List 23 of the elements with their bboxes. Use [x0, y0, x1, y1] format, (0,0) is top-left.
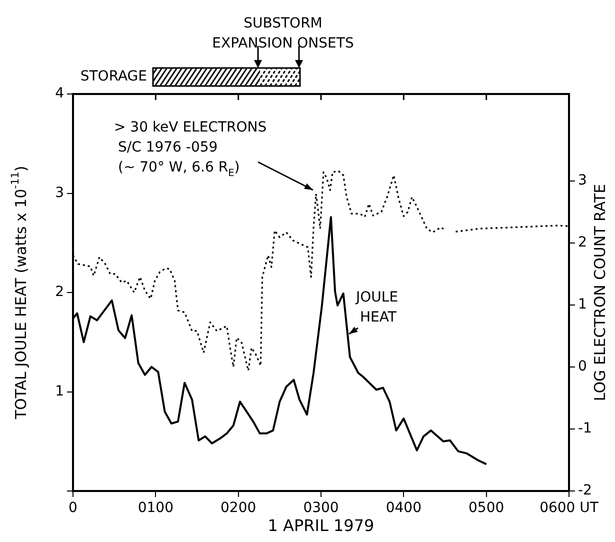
y2-axis-title: LOG ELECTRON COUNT RATE — [590, 184, 609, 402]
y2-tick-label: 3 — [578, 172, 587, 188]
y2-tick-label: 1 — [578, 296, 587, 313]
x-axis-title: 1 APRIL 1979 — [268, 516, 374, 536]
y2-tick-label: -2 — [578, 482, 592, 499]
x-tick-label: 0 — [68, 500, 78, 516]
text: SUBSTORM EXPANSION ONSETS — [212, 16, 354, 52]
y2-tick-label: -1 — [578, 420, 592, 437]
y-axis-title: TOTAL JOULE HEAT (watts x 10-11) — [10, 166, 30, 420]
y-tick-label: 4 — [55, 86, 64, 102]
x-tick-label: 0400 — [386, 500, 422, 516]
y-tick-label: 3 — [55, 184, 64, 201]
y2-tick-label: 0 — [578, 358, 587, 375]
series-label: JOULE HEAT — [355, 290, 398, 326]
y-tick-label: 2 — [55, 284, 64, 300]
y-tick-label: 1 — [55, 383, 64, 400]
text: STORAGE — [80, 68, 148, 85]
x-tick-label: 0300 — [303, 500, 339, 516]
y2-tick-label: 2 — [578, 234, 587, 251]
x-tick-label: 0200 — [220, 500, 256, 516]
x-tick-label: 0600 UT — [540, 500, 599, 516]
x-tick-label: 0100 — [138, 500, 174, 516]
x-tick-label: 0500 — [468, 500, 504, 516]
